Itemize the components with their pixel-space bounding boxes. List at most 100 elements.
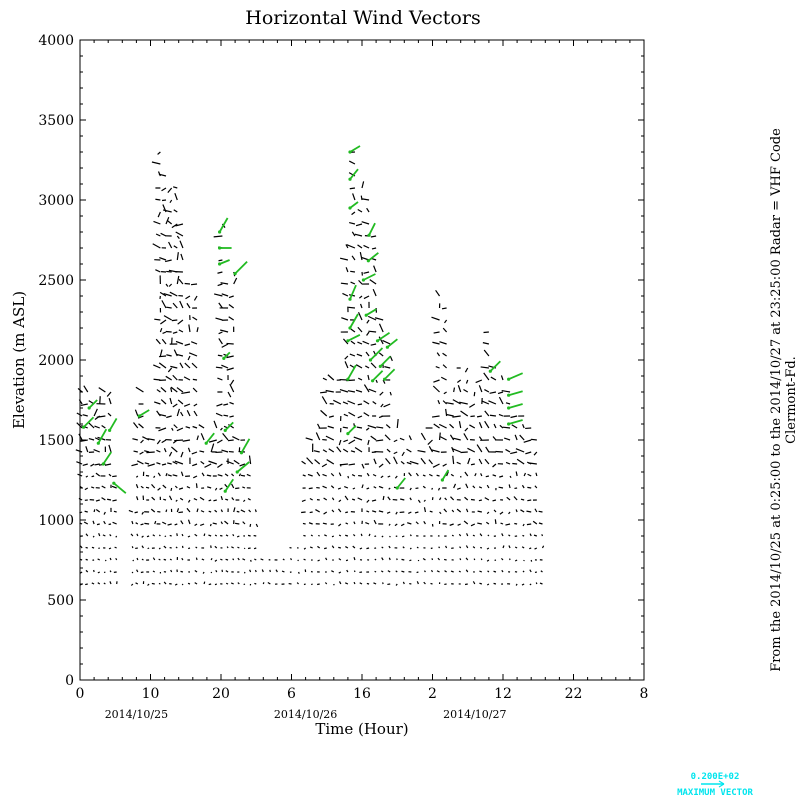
wind-vector — [151, 582, 155, 585]
wind-vector — [186, 486, 191, 489]
wind-vector — [347, 475, 350, 479]
wind-vector — [171, 223, 178, 229]
wind-vector — [381, 557, 384, 561]
wind-vector — [432, 385, 440, 393]
wind-vector — [328, 415, 334, 418]
wind-vector — [249, 523, 252, 528]
wind-vector — [416, 571, 419, 574]
wind-vector — [428, 446, 434, 453]
wind-vector — [85, 446, 89, 453]
wind-vector — [131, 546, 134, 549]
wind-vector — [430, 582, 433, 585]
wind-vector — [153, 364, 161, 369]
wind-vector — [344, 486, 349, 489]
wind-vector — [478, 436, 483, 441]
wind-vector — [196, 435, 199, 441]
wind-vector — [247, 498, 251, 501]
wind-vector — [192, 378, 198, 381]
wind-vector — [199, 450, 205, 453]
wind-vector — [167, 187, 173, 194]
wind-vector — [338, 523, 342, 527]
wind-vector — [442, 400, 448, 405]
wind-vector — [111, 485, 117, 489]
wind-vector — [407, 522, 412, 525]
wind-vector — [168, 241, 173, 249]
strong-wind-vector-origin — [395, 486, 399, 490]
wind-vector — [193, 498, 198, 501]
strong-wind-vector — [108, 417, 118, 431]
wind-vector — [347, 306, 356, 309]
wind-vector — [520, 498, 525, 501]
wind-vector — [210, 557, 213, 561]
wind-vector — [469, 403, 476, 408]
wind-vector — [323, 511, 328, 515]
wind-vector — [172, 403, 178, 408]
wind-vector — [78, 497, 83, 501]
wind-vector — [500, 522, 504, 525]
wind-vector — [254, 558, 257, 561]
wind-vector — [175, 223, 184, 227]
wind-vector — [484, 458, 490, 465]
strong-wind-vector — [379, 355, 391, 368]
wind-vector — [303, 558, 306, 561]
wind-vector — [520, 509, 525, 513]
strong-wind-vector-origin — [375, 339, 380, 343]
date-labels: 2014/10/25 2014/10/26 2014/10/27 — [105, 708, 507, 721]
wind-vector — [523, 439, 532, 443]
wind-vector — [345, 522, 349, 525]
wind-vector — [352, 534, 356, 537]
wind-vector — [194, 570, 198, 573]
wind-vector — [217, 377, 223, 381]
wind-vector — [361, 181, 365, 189]
wind-vector — [372, 288, 377, 297]
wind-vector — [476, 444, 483, 453]
wind-vector — [354, 446, 363, 453]
wind-vector — [224, 520, 229, 525]
wind-vector — [229, 415, 234, 418]
strong-wind-vector — [363, 273, 376, 281]
wind-vector — [382, 495, 385, 501]
wind-vector — [186, 302, 191, 309]
wind-vector — [423, 570, 426, 573]
wind-vector — [185, 426, 191, 429]
wind-vector — [218, 302, 223, 309]
wind-vector — [492, 499, 497, 502]
wind-vector — [172, 474, 178, 477]
wind-vector — [167, 523, 172, 526]
wind-vector — [366, 582, 370, 585]
wind-vector — [220, 427, 223, 431]
wind-vector — [141, 558, 144, 561]
wind-vector — [415, 521, 419, 525]
wind-vector — [322, 485, 327, 489]
wind-vector — [492, 463, 497, 468]
wind-vector — [166, 219, 173, 225]
wind-vector — [487, 534, 490, 537]
wind-vector — [486, 511, 490, 515]
wind-vector — [473, 391, 476, 397]
wind-vector — [356, 426, 363, 429]
max-vector-arrowhead-icon — [718, 780, 725, 788]
wind-vector — [88, 422, 95, 429]
wind-vector — [76, 461, 83, 465]
strong-wind-vector-origin — [348, 326, 352, 330]
strong-wind-vector — [205, 432, 215, 444]
strong-wind-vector-origin — [223, 428, 227, 432]
wind-vector — [187, 447, 191, 453]
wind-vector — [220, 509, 223, 513]
wind-vector — [359, 547, 363, 550]
wind-vector — [443, 508, 448, 513]
wind-vector — [340, 282, 348, 285]
wind-vector — [330, 485, 335, 489]
y-axis-label: Elevation (m ASL) — [10, 291, 28, 429]
strong-wind-vector-origin — [385, 345, 389, 349]
wind-vector — [137, 415, 144, 419]
wind-vector — [83, 521, 89, 525]
wind-vector — [414, 511, 419, 514]
wind-vector — [180, 253, 184, 261]
wind-vector — [220, 496, 223, 501]
wind-vector — [348, 411, 356, 417]
wind-vector — [175, 231, 184, 237]
wind-vector — [513, 496, 518, 501]
wind-vector — [187, 355, 191, 361]
wind-vector — [351, 474, 356, 477]
